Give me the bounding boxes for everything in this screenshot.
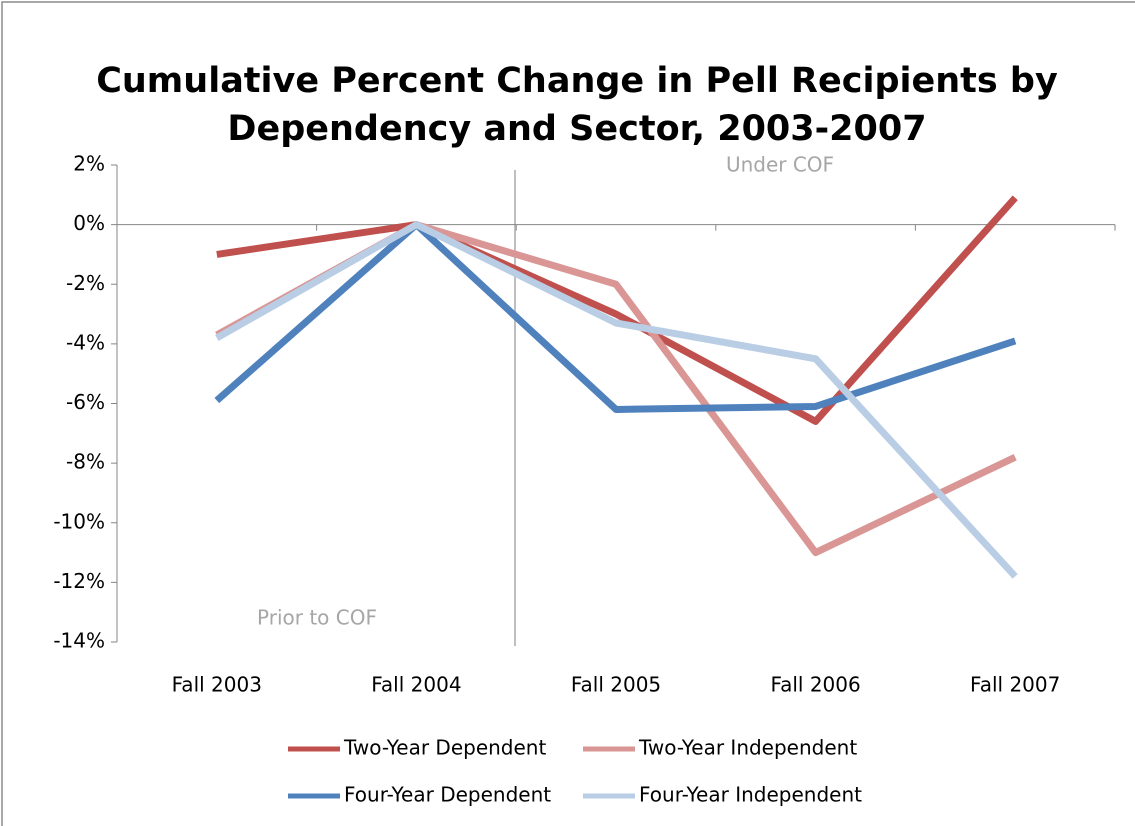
y-tick-label: -10% xyxy=(53,509,105,533)
chart-title: Cumulative Percent Change in Pell Recipi… xyxy=(96,61,1058,101)
legend-label: Two-Year Dependent xyxy=(343,736,546,760)
annotation: Under COF xyxy=(726,153,834,177)
legend-label: Two-Year Independent xyxy=(638,736,857,760)
x-tick-label: Fall 2005 xyxy=(571,673,661,697)
x-tick-label: Fall 2004 xyxy=(371,673,461,697)
y-tick-label: -6% xyxy=(66,390,105,414)
y-tick-label: 0% xyxy=(73,211,105,235)
x-tick-label: Fall 2006 xyxy=(770,673,860,697)
legend-label: Four-Year Dependent xyxy=(344,783,551,807)
y-tick-label: -12% xyxy=(53,569,105,593)
legend-label: Four-Year Independent xyxy=(639,783,862,807)
y-tick-label: 2% xyxy=(73,152,105,176)
x-tick-label: Fall 2007 xyxy=(970,673,1060,697)
y-tick-label: -14% xyxy=(53,629,105,653)
annotation: Prior to COF xyxy=(257,606,377,630)
y-tick-label: -8% xyxy=(66,450,105,474)
series-line xyxy=(215,221,1018,579)
series-line xyxy=(214,221,1017,413)
series-line xyxy=(216,195,1018,425)
x-tick-label: Fall 2003 xyxy=(172,673,262,697)
y-tick-label: -4% xyxy=(66,330,105,354)
chart-title: Dependency and Sector, 2003-2007 xyxy=(227,109,926,149)
y-tick-label: -2% xyxy=(66,271,105,295)
